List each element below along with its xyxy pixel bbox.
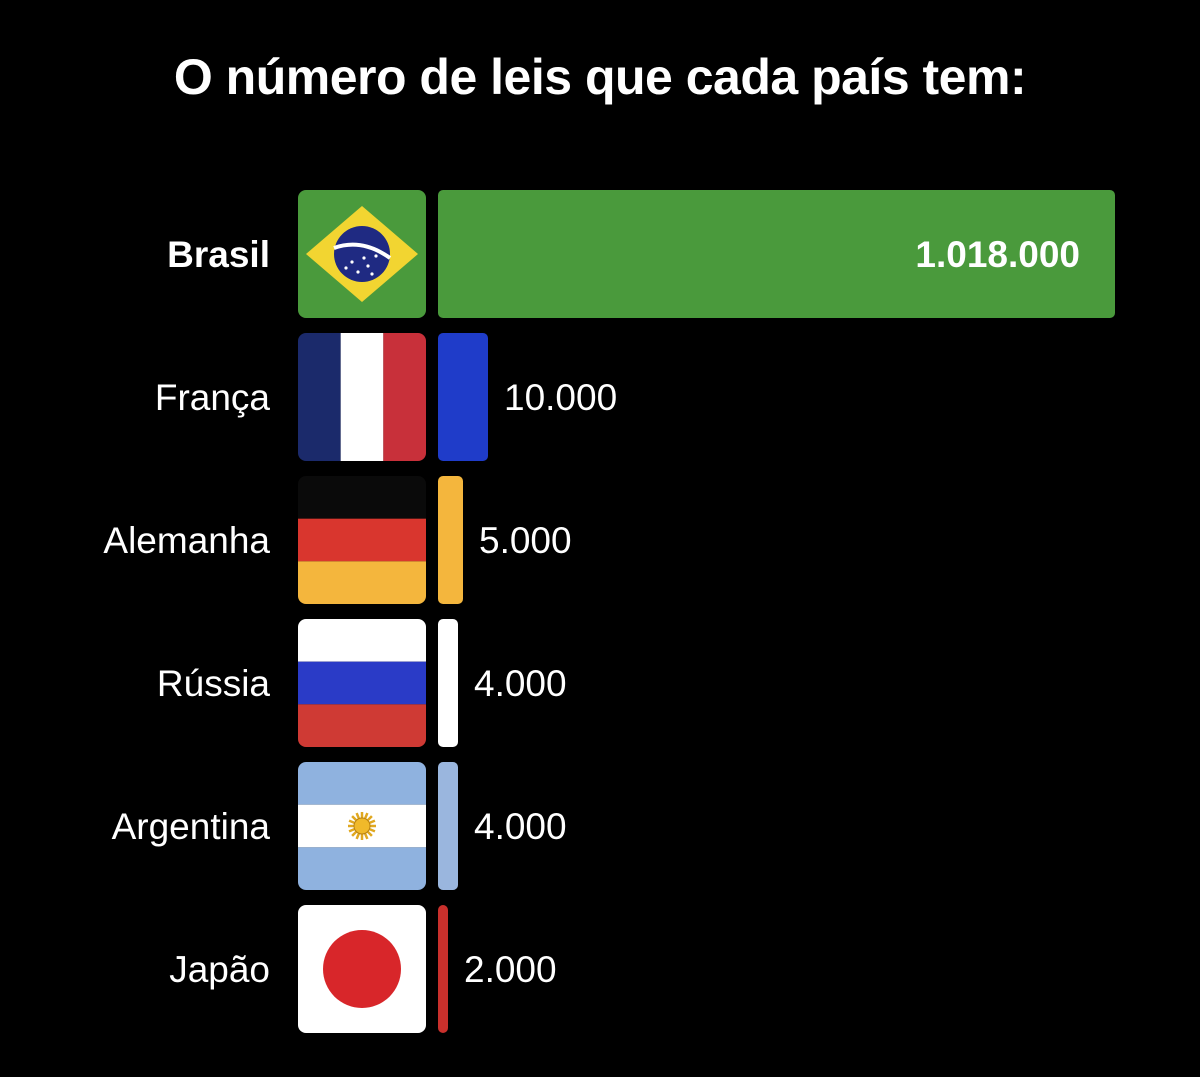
country-label-4: Argentina (112, 806, 271, 847)
bar-frança (438, 333, 488, 461)
bar-japão (438, 905, 448, 1033)
country-label-2: Alemanha (103, 520, 270, 561)
country-label-0: Brasil (167, 234, 270, 275)
bar-argentina (438, 762, 458, 890)
germany-flag-icon (298, 476, 426, 604)
country-label-3: Rússia (157, 663, 271, 704)
value-label-0: 1.018.000 (915, 234, 1080, 275)
france-flag-icon (298, 333, 426, 461)
value-label-3: 4.000 (474, 663, 567, 704)
country-label-5: Japão (169, 949, 270, 990)
value-label-4: 4.000 (474, 806, 567, 847)
japan-flag-icon (298, 905, 426, 1033)
bar-brasil (438, 190, 1115, 318)
chart-title: O número de leis que cada país tem: (173, 49, 1027, 105)
flags-layer (298, 190, 426, 1033)
bar-rússia (438, 619, 458, 747)
bars-layer (438, 190, 1115, 1033)
value-label-5: 2.000 (464, 949, 557, 990)
russia-flag-icon (298, 619, 426, 747)
argentina-flag-icon (298, 762, 426, 890)
bar-alemanha (438, 476, 463, 604)
country-label-1: França (155, 377, 271, 418)
value-label-2: 5.000 (479, 520, 572, 561)
brazil-flag-icon (298, 190, 426, 318)
labels-layer: Brasil 1.018.000 França 10.000 Alemanha 5.000… (103, 234, 1080, 990)
value-label-1: 10.000 (504, 377, 617, 418)
